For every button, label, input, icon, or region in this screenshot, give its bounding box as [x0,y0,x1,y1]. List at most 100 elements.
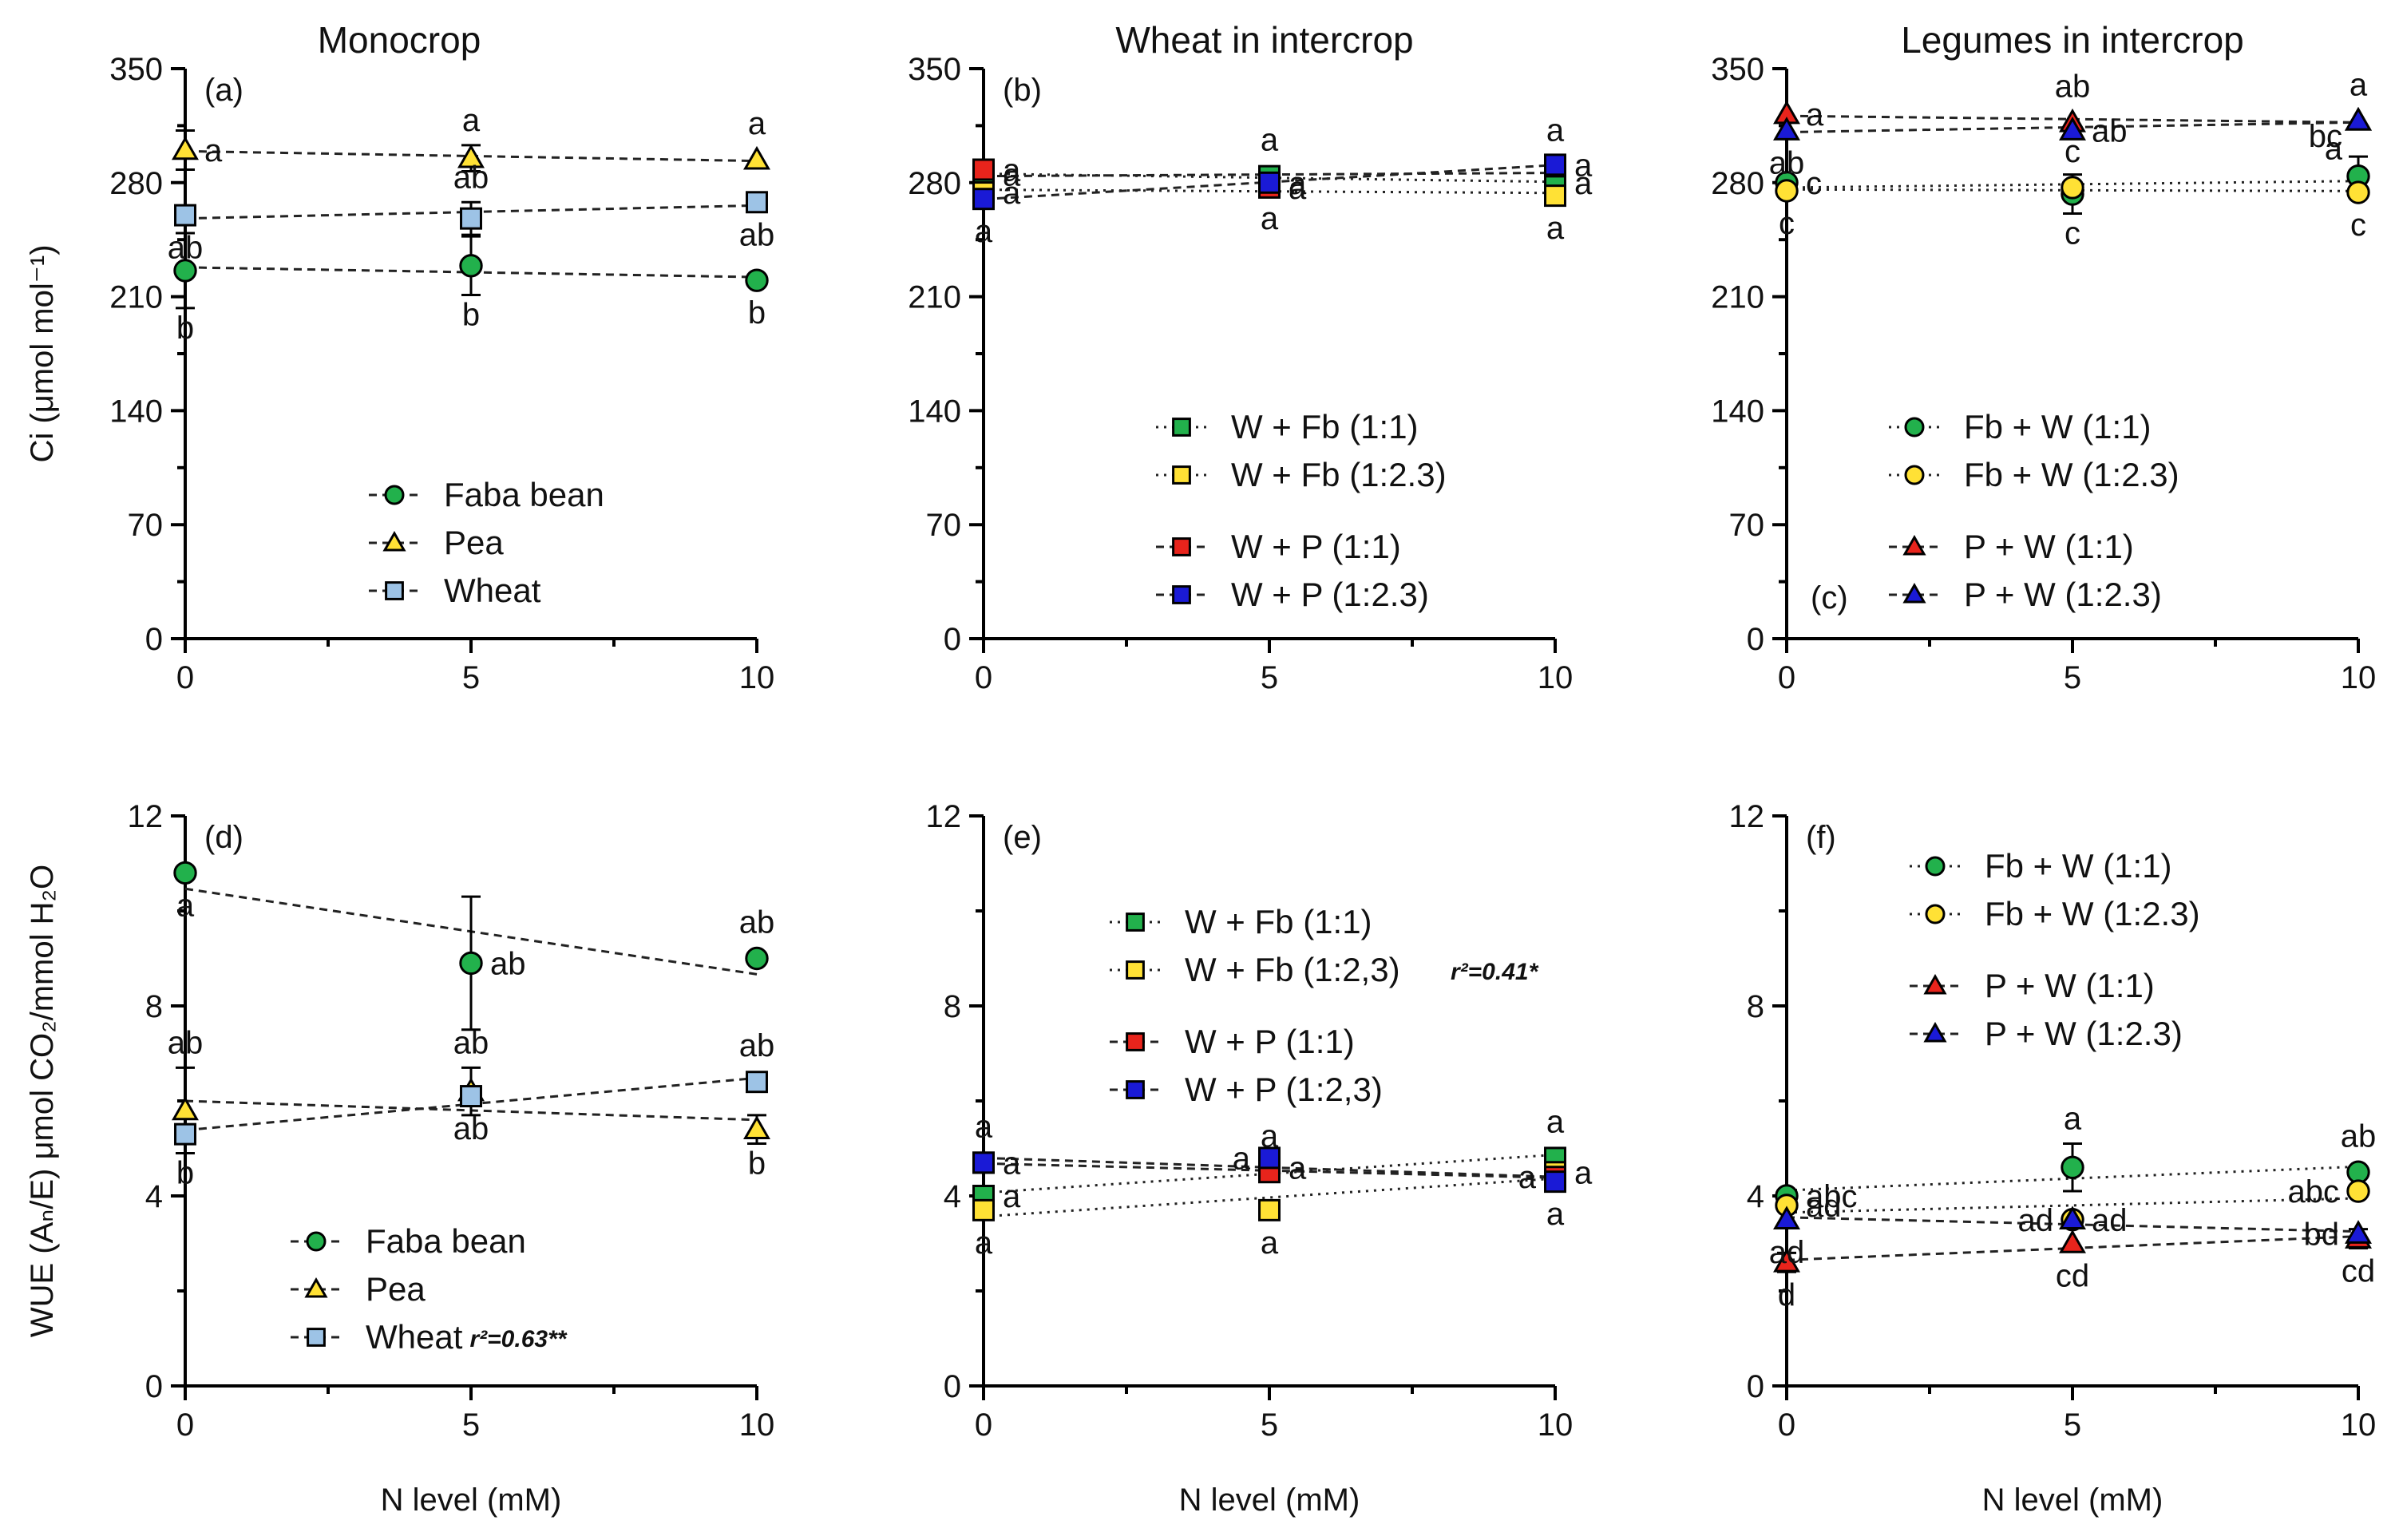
x-tick-label: 10 [1538,660,1574,695]
y-tick-label: 350 [908,52,961,87]
data-point [460,1085,482,1108]
legend-marker [307,1328,326,1347]
legend-marker [1172,537,1191,556]
legend-marker [1126,1080,1145,1099]
data-point [460,207,482,230]
legend-label: W + P (1:1) [1185,1023,1355,1060]
significance-letter: b [462,298,480,333]
y-tick-label: 8 [145,989,163,1024]
data-point [1775,179,1799,203]
data-point [1773,1205,1800,1230]
xlabel-3: N level (mM) [1982,1483,2163,1518]
significance-letter: a [2350,67,2368,102]
x-tick-label: 0 [1778,1407,1795,1443]
y-tick-label: 12 [926,799,962,834]
significance-letter: ab [739,905,775,940]
legend-label: W + Fb (1:2,3) [1185,951,1400,988]
x-tick-label: 0 [176,660,194,695]
significance-letter: a [975,1225,993,1261]
significance-letter: a [1261,1118,1279,1154]
x-tick-label: 10 [2341,660,2377,695]
legend-marker [1902,582,1926,604]
data-point [745,268,769,292]
y-tick-label: 280 [1711,166,1764,201]
x-tick-label: 5 [462,1407,480,1443]
data-point [2345,106,2372,131]
significance-letter: ab [1769,146,1805,181]
x-tick-label: 10 [2341,1407,2377,1443]
significance-letter: a [1289,166,1307,201]
panel-a: 0 70 140 210 280 350 0 5 10 (a) b b b a a a ab ab ab Faba b… [109,52,774,695]
x-tick-label: 10 [739,1407,775,1443]
legend-label: Wheat [366,1318,463,1356]
data-point [173,259,197,283]
data-point [743,1115,770,1139]
legend-label: W + P (1:2,3) [1185,1071,1383,1108]
y-tick-label: 350 [1711,52,1764,87]
legend-label: P + W (1:1) [1985,967,2155,1004]
y-tick-label: 70 [1729,508,1765,543]
legend-label: W + P (1:1) [1231,528,1401,565]
significance-letter: a [975,214,993,249]
significance-letter: a [204,133,223,168]
x-tick-label: 0 [975,1407,992,1443]
data-point [1773,117,1800,141]
legend-label: W + P (1:2.3) [1231,576,1429,613]
significance-letter: ad [1769,1235,1805,1270]
legend-label: Pea [366,1270,426,1308]
x-tick-label: 5 [462,660,480,695]
significance-letter: c [2064,216,2080,251]
data-point [2059,1205,2086,1230]
legend-label: Fb + W (1:2.3) [1964,456,2179,493]
data-point [2346,1179,2370,1203]
significance-letter: a [1003,158,1021,193]
y-tick-label: 210 [908,280,961,315]
data-point [1773,1248,1800,1273]
significance-letter: a [1574,148,1593,183]
panel-label: (f) [1806,820,1836,855]
legend-marker [1923,1021,1947,1043]
significance-letter: d [1778,1277,1795,1312]
significance-letter: ab [2341,1118,2377,1154]
significance-letter: ab [739,1028,775,1063]
data-point [1544,1170,1566,1194]
data-point [972,158,995,181]
y-tick-label: 140 [1711,394,1764,429]
ylabel-wue: WUE (Aₙ/E) μmol CO₂/mmol H₂O [25,865,60,1337]
x-tick-label: 5 [2064,1407,2081,1443]
legend-label: W + Fb (1:1) [1231,408,1419,445]
y-tick-label: 0 [944,622,961,657]
data-point [2346,180,2370,204]
ylabel-ci: Ci (μmol mol⁻¹) [25,244,60,462]
r2-annotation: r²=0.41* [1451,959,1539,985]
y-tick-label: 8 [1747,989,1764,1024]
data-point [972,1198,995,1221]
significance-letter: ad [2018,1203,2054,1238]
significance-letter: a [1261,201,1279,236]
x-tick-label: 5 [1261,660,1278,695]
xlabel-1: N level (mM) [381,1483,562,1518]
y-tick-label: 0 [1747,622,1764,657]
y-tick-label: 4 [1747,1179,1764,1214]
significance-letter: ab [168,1025,204,1060]
legend-marker [1925,904,1946,924]
column-title-1: Monocrop [318,19,481,61]
y-tick-label: 140 [109,394,163,429]
legend-marker [1904,417,1925,437]
legend-marker [1925,856,1946,877]
y-tick-label: 280 [908,166,961,201]
data-point [2059,117,2086,141]
significance-letter: a [1261,123,1279,158]
panel-label: (a) [204,73,243,108]
significance-letter: ab [453,160,489,195]
legend-label: Fb + W (1:2.3) [1985,895,2200,932]
data-point [2061,1155,2084,1180]
data-point [746,191,768,214]
data-point [2059,1229,2086,1253]
significance-letter: ab [453,1111,489,1146]
significance-letter: a [1003,176,1021,211]
data-point [2345,1220,2372,1244]
legend-label: Faba bean [444,476,604,513]
